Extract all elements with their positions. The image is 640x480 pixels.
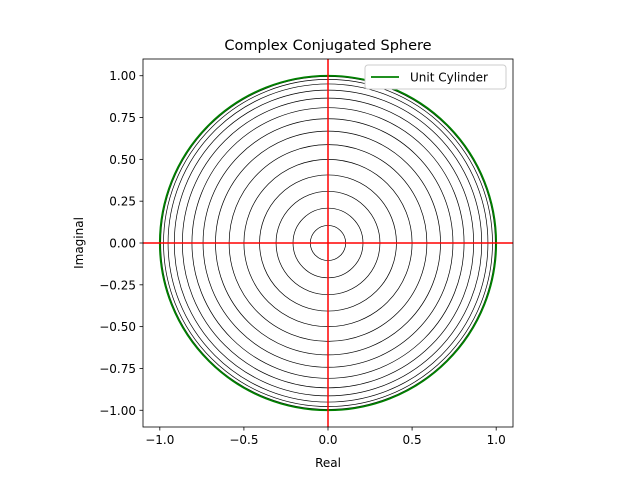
x-tick-label: 0.0 — [318, 433, 337, 447]
y-tick-label: 0.50 — [109, 153, 136, 167]
x-tick-label: −1.0 — [145, 433, 174, 447]
y-tick-label: −0.50 — [99, 320, 136, 334]
legend-box — [364, 64, 507, 90]
x-tick-label: 0.5 — [403, 433, 422, 447]
y-tick-label: 0.25 — [109, 195, 136, 209]
y-tick-label: 1.00 — [109, 69, 136, 83]
y-tick-label: −0.25 — [99, 278, 136, 292]
y-axis-label: Imaginal — [72, 217, 86, 269]
x-tick-label: 1.0 — [487, 433, 506, 447]
plot-area: −1.0 −0.5 0.0 0.5 1.0 −1.00 −0.75 −0.50 −0.25 0.0… — [99, 58, 514, 447]
legend: Unit Cylinder — [364, 64, 507, 90]
x-tick-label: −0.5 — [229, 433, 258, 447]
x-axis-label: Real — [315, 456, 341, 470]
chart-title: Complex Conjugated Sphere — [224, 38, 431, 54]
legend-label: Unit Cylinder — [410, 71, 488, 85]
y-tick-label: −0.75 — [99, 362, 136, 376]
y-tick-label: 0.75 — [109, 111, 136, 125]
y-tick-label: 0.00 — [109, 237, 136, 251]
y-tick-label: −1.00 — [99, 404, 136, 418]
